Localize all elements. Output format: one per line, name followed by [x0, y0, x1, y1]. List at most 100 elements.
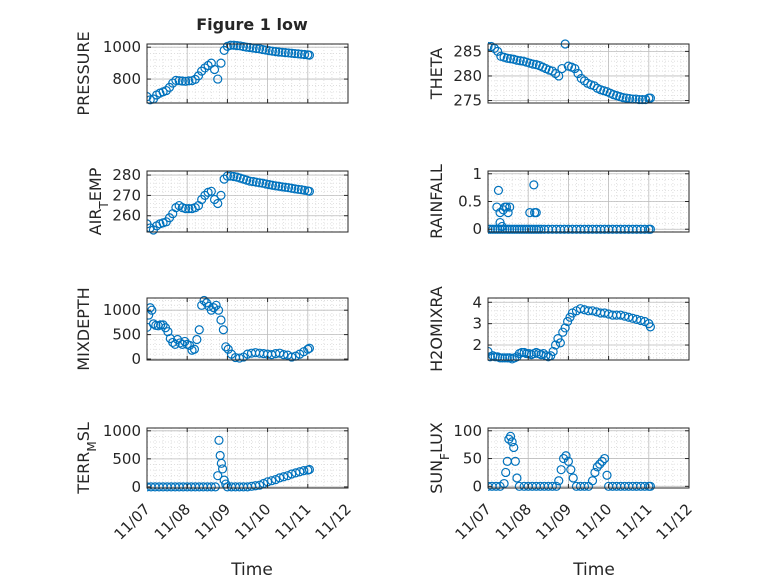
data-point — [254, 178, 265, 188]
data-point — [590, 467, 600, 478]
y-tick-label: 275 — [453, 92, 482, 110]
x-tick-label: 11/07 — [452, 500, 495, 543]
data-point — [497, 353, 508, 363]
y-tick-label: 500 — [112, 450, 141, 468]
data-point — [209, 303, 219, 313]
data-point — [550, 340, 561, 350]
data-point — [551, 481, 561, 491]
data-point — [277, 182, 287, 192]
y-axis-label: H2OMIXRA — [427, 286, 446, 372]
data-point — [509, 224, 520, 234]
y-tick-label: 0.5 — [458, 193, 482, 211]
y-tick-label: 270 — [112, 186, 141, 204]
data-point — [505, 54, 516, 64]
x-tick-label: 11/08 — [151, 500, 194, 543]
data-point — [206, 186, 216, 196]
data-point — [211, 300, 221, 310]
data-point — [274, 181, 284, 191]
data-point — [161, 85, 171, 96]
data-point — [529, 224, 539, 234]
data-point — [587, 476, 598, 486]
data-point — [521, 348, 532, 359]
data-point — [283, 48, 294, 58]
data-point — [299, 185, 310, 195]
data-point — [505, 202, 515, 212]
data-point — [221, 342, 231, 352]
data-point — [197, 66, 207, 76]
x-tick-label: 11/12 — [312, 500, 355, 543]
data-point — [568, 473, 578, 483]
subplot-0: 800 1000 PRESSURE — [74, 31, 349, 116]
data-point — [168, 337, 178, 348]
data-point — [197, 300, 207, 310]
y-tick-label: 1000 — [103, 301, 141, 319]
data-point — [645, 224, 656, 234]
data-point — [234, 353, 245, 363]
data-point — [206, 482, 216, 492]
data-point — [299, 49, 310, 60]
y-axis-label: THETA — [427, 48, 446, 100]
data-point — [530, 207, 540, 218]
subplot-4: 0 500 1000 MIXDEPTH — [74, 287, 349, 371]
data-point — [271, 181, 281, 191]
data-point — [515, 56, 525, 66]
subplot-1: 275 280 285 THETA — [427, 39, 690, 110]
y-tick-label: 0 — [472, 477, 482, 495]
data-point — [271, 47, 281, 57]
data-point — [293, 49, 303, 59]
data-point — [573, 68, 583, 79]
data-point — [561, 451, 571, 461]
data-point — [264, 46, 274, 56]
data-point — [180, 76, 191, 86]
data-point — [213, 305, 224, 315]
axes-box — [146, 297, 349, 361]
data-point — [287, 352, 297, 362]
x-tick-label: 11/11 — [612, 500, 655, 543]
data-point — [200, 190, 210, 200]
data-point — [534, 224, 544, 234]
data-point — [279, 472, 289, 482]
subplot-3: 0 0.5 1 RAINFALL — [427, 164, 690, 239]
y-axis-label: MIXDEPTH — [74, 287, 93, 370]
data-point — [304, 343, 315, 353]
data-point — [238, 41, 249, 52]
data-point — [592, 462, 602, 472]
data-point — [245, 176, 255, 186]
data-point — [216, 190, 226, 200]
data-point — [291, 468, 301, 478]
data-point — [621, 93, 631, 103]
data-point — [251, 177, 261, 187]
axes-box — [487, 43, 690, 104]
data-point — [177, 339, 187, 349]
x-tick-label: 11/10 — [572, 500, 615, 543]
data-point — [218, 325, 228, 335]
data-point — [634, 94, 644, 105]
subplot-5: 2 3 4 H2OMIXRA — [427, 286, 690, 372]
data-point — [579, 481, 590, 491]
data-point — [267, 476, 277, 486]
data-point — [214, 435, 224, 445]
data-point — [645, 322, 656, 332]
data-point — [512, 224, 522, 234]
data-point — [189, 344, 200, 354]
data-point — [213, 74, 223, 84]
data-point — [528, 59, 538, 69]
data-point — [554, 71, 564, 81]
data-point — [636, 315, 646, 326]
data-point — [147, 303, 155, 313]
data-point — [290, 48, 300, 59]
y-tick-label: 0 — [472, 220, 482, 238]
data-point — [177, 76, 187, 86]
data-point — [287, 183, 297, 193]
y-tick-label: 500 — [112, 326, 141, 344]
data-point — [303, 344, 313, 354]
y-tick-label: 0 — [131, 478, 141, 496]
data-point — [547, 481, 557, 491]
data-point — [287, 48, 297, 58]
y-tick-label: 4 — [472, 293, 482, 311]
data-point — [493, 185, 504, 196]
data-point — [555, 338, 565, 348]
data-point — [216, 458, 226, 468]
